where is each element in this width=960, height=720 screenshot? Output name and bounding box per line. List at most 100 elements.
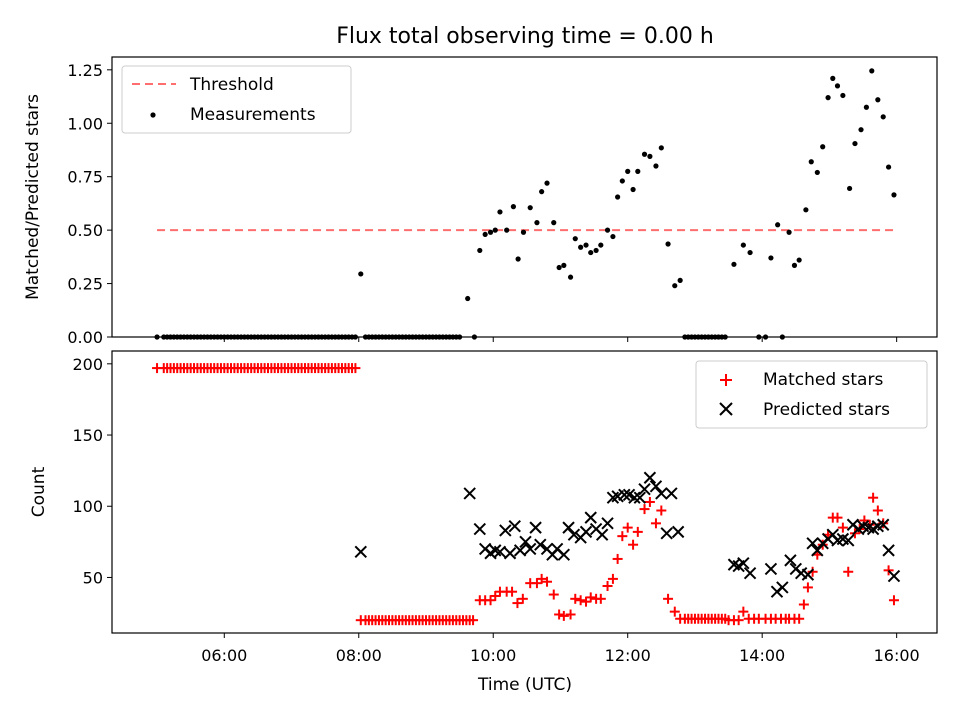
measurement-point: [852, 140, 858, 147]
measurement-point: [834, 83, 841, 89]
matched-star-point: [883, 565, 894, 576]
measurement-point: [775, 222, 781, 228]
bottom-y-tick-label: 50: [83, 568, 103, 587]
measurement-point: [510, 204, 517, 210]
predicted-star-point: [671, 525, 685, 539]
matched-star-point: [512, 598, 523, 609]
legend-predicted-swatch: [719, 402, 733, 416]
measurement-point: [747, 249, 753, 256]
measurement-point: [885, 164, 892, 170]
matched-star-point: [837, 522, 848, 533]
measurement-point: [658, 145, 664, 151]
top-y-tick-label: 0.50: [67, 221, 103, 240]
x-axis-label: Time (UTC): [477, 675, 572, 695]
predicted-star-point: [638, 482, 651, 496]
measurement-point: [615, 194, 621, 200]
measurement-point: [593, 247, 599, 254]
matched-star-point: [575, 595, 586, 606]
measurement-point: [869, 68, 875, 74]
top-y-axis-label: Matched/Predicted stars: [23, 94, 43, 300]
matched-star-point: [548, 589, 559, 600]
measurement-point: [647, 153, 653, 159]
matched-star-point: [536, 573, 547, 584]
predicted-star-point: [579, 525, 593, 539]
measurement-point: [820, 144, 826, 150]
matched-star-point: [570, 593, 581, 604]
matched-star-point: [595, 593, 606, 604]
matched-star-point: [832, 512, 843, 523]
top-legend: Threshold Measurements: [121, 65, 352, 134]
predicted-star-point: [463, 487, 476, 500]
predicted-star-point: [776, 581, 789, 594]
matched-star-point: [632, 526, 643, 537]
matched-star-point: [807, 566, 818, 577]
matched-star-point: [663, 593, 674, 604]
measurement-point: [825, 95, 831, 101]
bottom-y-tick-label: 100: [72, 497, 103, 516]
measurement-point: [527, 205, 533, 211]
measurement-point: [465, 295, 471, 302]
predicted-star-point: [493, 545, 507, 559]
predicted-star-point: [529, 521, 542, 534]
matched-star-point: [738, 606, 749, 617]
predicted-star-point: [524, 542, 537, 556]
x-tick-label: 14:00: [739, 646, 785, 665]
figure-title: Flux total observing time = 0.00 h: [336, 24, 714, 49]
measurement-point: [791, 262, 798, 268]
predicted-star-point: [567, 528, 581, 541]
matched-star-point: [350, 363, 361, 374]
matched-star-point: [639, 504, 650, 515]
measurement-point: [803, 207, 809, 213]
bottom-panel: 50 100 150 200 06:00 08:00 10:00 12:00 14:00 16:0…: [29, 350, 938, 695]
matched-star-point: [843, 566, 854, 577]
measurement-point: [583, 242, 589, 248]
matched-star-point: [802, 582, 813, 593]
measurement-point: [619, 178, 625, 184]
legend-threshold-label: Threshold: [189, 75, 274, 95]
x-tick-label: 12:00: [605, 646, 651, 665]
predicted-star-point: [887, 569, 901, 583]
top-legend-box: [121, 65, 352, 134]
measurement-point: [477, 247, 483, 254]
matched-star-point: [868, 492, 879, 503]
predicted-star-point: [882, 544, 895, 557]
predicted-star-point: [499, 524, 512, 537]
predicted-star-point: [628, 491, 641, 504]
predicted-star-point: [513, 544, 527, 557]
x-tick-label: 06:00: [201, 646, 247, 665]
measurement-point: [880, 114, 886, 120]
measurement-point: [625, 168, 631, 174]
predicted-star-point: [660, 527, 673, 540]
measurement-point: [515, 256, 521, 262]
top-y-tick-label: 0.00: [67, 328, 103, 347]
measurement-point: [610, 233, 616, 240]
predicted-star-point: [508, 519, 521, 533]
matched-star-point: [628, 539, 639, 550]
measurement-point: [598, 242, 604, 248]
bottom-axes-frame: [111, 350, 938, 634]
top-y-tick-label: 0.75: [67, 168, 103, 187]
predicted-star-point: [806, 537, 819, 550]
measurement-point: [567, 274, 574, 280]
measurement-point: [635, 168, 641, 174]
measurement-point: [641, 151, 648, 157]
predicted-star-point: [618, 488, 631, 502]
matched-star-point: [733, 615, 744, 626]
matched-star-point: [517, 593, 528, 604]
measurement-point: [891, 192, 897, 198]
measurement-point: [858, 127, 864, 133]
measurement-point: [482, 231, 488, 238]
measurement-point: [653, 163, 659, 169]
predicted-star-point: [665, 487, 678, 500]
measurement-point: [796, 257, 802, 263]
predicted-star-point: [643, 471, 657, 484]
bottom-legend-box: [695, 360, 928, 429]
matched-star-point: [542, 576, 553, 587]
measurement-point: [604, 227, 611, 233]
matched-star-point: [585, 592, 596, 603]
matched-star-point: [468, 615, 479, 626]
top-panel: 0.00 0.25 0.50 0.75 1.00 1.25 Matched/Predict…: [23, 56, 938, 347]
measurement-point: [534, 220, 540, 226]
matched-star-point: [617, 531, 628, 542]
predicted-star-point: [811, 544, 824, 557]
